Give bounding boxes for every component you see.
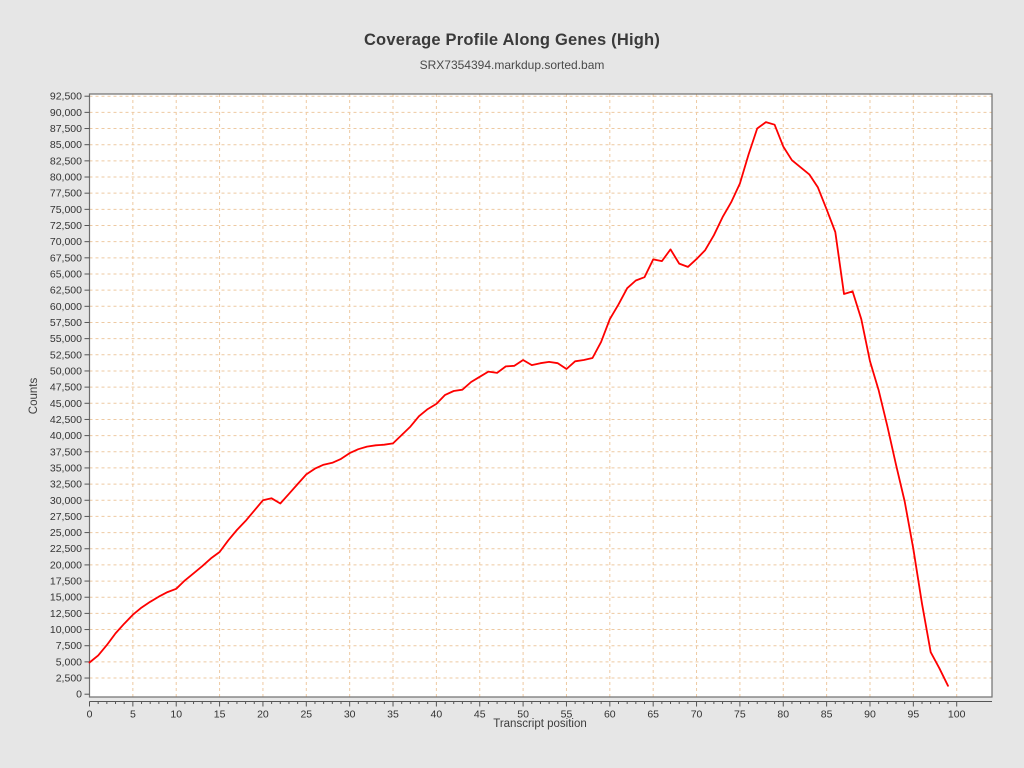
x-tick-label: 65 [647, 709, 659, 721]
y-tick-label: 72,500 [50, 220, 82, 232]
chart-title: Coverage Profile Along Genes (High) [363, 31, 661, 49]
y-tick-label: 47,500 [50, 382, 82, 394]
y-tick-label: 57,500 [50, 317, 82, 329]
x-tick-label: 85 [821, 709, 833, 721]
y-tick-label: 82,500 [50, 155, 82, 167]
y-tick-label: 85,000 [50, 139, 82, 151]
y-tick-label: 90,000 [50, 107, 82, 119]
y-tick-label: 37,500 [50, 446, 82, 458]
y-tick-label: 62,500 [50, 285, 82, 297]
y-tick-label: 75,000 [50, 204, 82, 216]
y-tick-label: 12,500 [50, 608, 82, 620]
y-tick-label: 92,500 [50, 91, 82, 103]
x-tick-label: 10 [170, 709, 182, 721]
x-tick-label: 100 [948, 709, 966, 721]
coverage-series-line [88, 121, 949, 687]
y-tick-label: 87,500 [50, 123, 82, 135]
y-axis: 0 2,500 5,000 7,500 10,000 12,500 15,000 17,500… [50, 91, 90, 701]
x-tick-label: 45 [474, 709, 486, 721]
y-tick-label: 45,000 [50, 398, 82, 410]
y-tick-label: 32,500 [50, 479, 82, 491]
y-tick-label: 20,000 [50, 559, 82, 571]
y-tick-label: 70,000 [50, 236, 82, 248]
x-axis-label: Transcript position [493, 718, 587, 730]
y-tick-label: 0 [76, 689, 82, 701]
y-axis-label: Counts [28, 378, 40, 415]
y-tick-label: 22,500 [50, 543, 82, 555]
y-tick-label: 2,500 [56, 673, 82, 685]
y-tick-label: 30,000 [50, 495, 82, 507]
x-tick-label: 90 [864, 709, 876, 721]
chart-subtitle: SRX7354394.markdup.sorted.bam [419, 58, 605, 72]
y-tick-label: 50,000 [50, 365, 82, 377]
y-tick-label: 5,000 [56, 656, 82, 668]
x-axis: 0 5 10 15 20 25 30 35 40 45 50 55 60 65 70 75 80 85 90 95 10… [87, 701, 992, 721]
x-tick-label: 80 [777, 709, 789, 721]
x-tick-label: 75 [734, 709, 746, 721]
x-tick-label: 95 [907, 709, 919, 721]
x-tick-label: 15 [214, 709, 226, 721]
x-tick-label: 50 [517, 709, 529, 721]
y-tick-label: 7,500 [56, 640, 82, 652]
grid-lines [89, 94, 992, 697]
y-tick-label: 27,500 [50, 511, 82, 523]
y-tick-label: 25,000 [50, 527, 82, 539]
y-tick-label: 10,000 [50, 624, 82, 636]
y-tick-label: 40,000 [50, 430, 82, 442]
x-tick-label: 60 [604, 709, 616, 721]
y-tick-label: 17,500 [50, 576, 82, 588]
y-tick-label: 52,500 [50, 349, 82, 361]
x-tick-label: 20 [257, 709, 269, 721]
x-tick-label: 5 [130, 709, 136, 721]
y-tick-label: 15,000 [50, 592, 82, 604]
x-tick-label: 55 [561, 709, 573, 721]
y-tick-label: 65,000 [50, 268, 82, 280]
y-tick-label: 77,500 [50, 188, 82, 200]
x-tick-label: 70 [691, 709, 703, 721]
x-tick-label: 35 [387, 709, 399, 721]
x-tick-label: 40 [431, 709, 443, 721]
y-tick-label: 67,500 [50, 252, 82, 264]
x-tick-label: 30 [344, 709, 356, 721]
x-tick-label: 0 [87, 709, 93, 721]
x-tick-label: 25 [300, 709, 312, 721]
plot-border [88, 93, 993, 698]
y-tick-label: 60,000 [50, 301, 82, 313]
plot-area-background [89, 94, 992, 697]
y-tick-label: 80,000 [50, 172, 82, 184]
y-tick-label: 42,500 [50, 414, 82, 426]
y-tick-label: 55,000 [50, 333, 82, 345]
y-tick-label: 35,000 [50, 462, 82, 474]
